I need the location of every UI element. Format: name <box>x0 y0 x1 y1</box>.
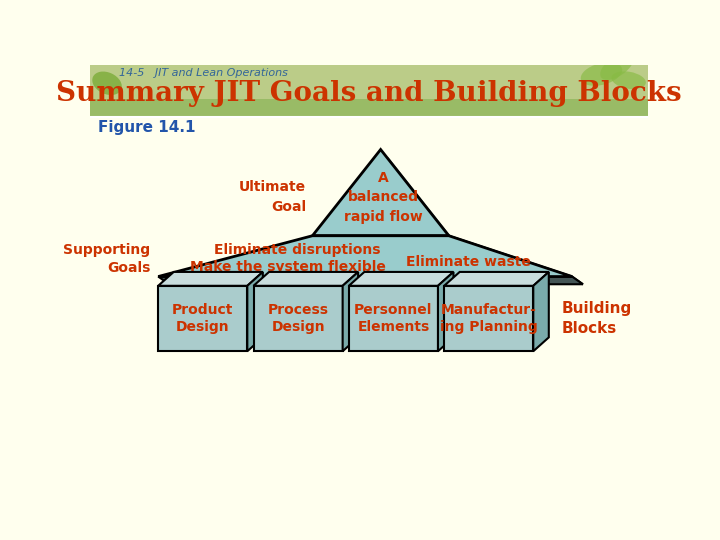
Polygon shape <box>449 236 583 284</box>
Polygon shape <box>444 272 549 286</box>
Bar <box>253 286 343 351</box>
Text: Building
Blocks: Building Blocks <box>561 301 631 336</box>
Bar <box>90 65 648 117</box>
Polygon shape <box>343 272 358 351</box>
Polygon shape <box>248 272 263 351</box>
Ellipse shape <box>611 71 646 89</box>
Bar <box>90 99 648 117</box>
Polygon shape <box>158 276 583 284</box>
Polygon shape <box>253 272 358 286</box>
Text: Eliminate waste: Eliminate waste <box>406 255 531 269</box>
Text: Figure 14.1: Figure 14.1 <box>98 120 195 136</box>
Text: Process
Design: Process Design <box>268 303 328 334</box>
Ellipse shape <box>92 71 122 95</box>
Polygon shape <box>534 272 549 351</box>
Ellipse shape <box>600 53 634 80</box>
Text: Summary JIT Goals and Building Blocks: Summary JIT Goals and Building Blocks <box>56 80 682 107</box>
Bar <box>158 286 248 351</box>
Text: Eliminate disruptions: Eliminate disruptions <box>215 242 381 256</box>
Bar <box>444 286 534 351</box>
Bar <box>349 286 438 351</box>
Polygon shape <box>312 150 449 236</box>
Text: Personnel
Elements: Personnel Elements <box>354 303 433 334</box>
Text: Manufactur-
ing Planning: Manufactur- ing Planning <box>440 303 538 334</box>
Text: Supporting
Goals: Supporting Goals <box>63 242 150 275</box>
Polygon shape <box>349 272 454 286</box>
Polygon shape <box>158 272 263 286</box>
Polygon shape <box>438 272 454 351</box>
Polygon shape <box>320 157 456 244</box>
Ellipse shape <box>581 62 622 86</box>
Text: 14-5   JIT and Lean Operations: 14-5 JIT and Lean Operations <box>120 68 288 78</box>
Polygon shape <box>158 236 572 276</box>
Text: Product
Design: Product Design <box>172 303 233 334</box>
Text: Make the system flexible: Make the system flexible <box>189 260 386 274</box>
Text: A
balanced
rapid flow: A balanced rapid flow <box>343 171 423 224</box>
Text: Ultimate
Goal: Ultimate Goal <box>239 180 306 214</box>
